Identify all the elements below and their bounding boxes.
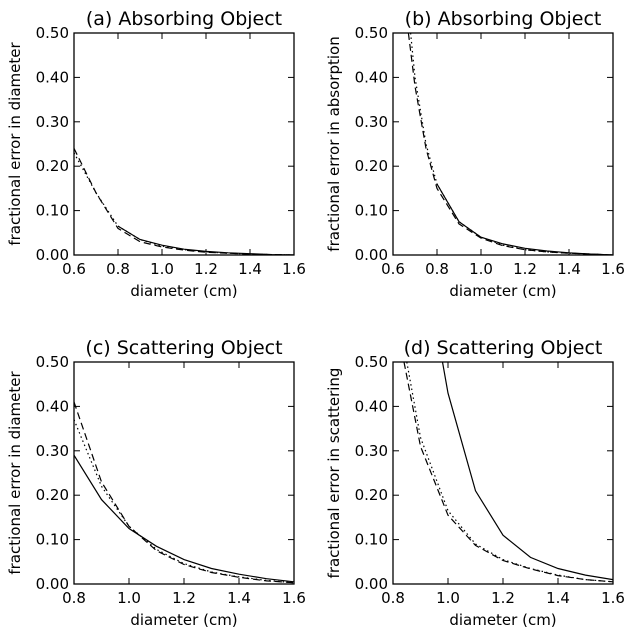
x-axis-label: diameter (cm) (449, 282, 556, 300)
y-tick-label: 0.10 (36, 531, 69, 549)
series-line-dotted (406, 362, 613, 583)
series-line-solid (74, 454, 294, 583)
x-tick-label: 1.0 (469, 260, 493, 278)
panel-title: (c) Scattering Object (85, 337, 282, 359)
y-tick-label: 0.40 (355, 397, 388, 415)
panel-3: 0.8 1.0 1.2 1.4 1.6 0.00 0.10 0.20 0.30 0.40 0.50 (… (6, 337, 306, 629)
series-line-dashed (74, 148, 294, 255)
series-line-dashed (407, 33, 613, 255)
panel-title: (b) Absorbing Object (405, 8, 602, 30)
series-line-solid (436, 183, 613, 255)
y-tick-label: 0.20 (36, 157, 69, 175)
x-tick-label: 0.8 (62, 589, 86, 607)
y-tick-label: 0.50 (36, 24, 69, 42)
y-axis-label: fractional error in scattering (325, 368, 343, 579)
y-tick-label: 0.30 (36, 113, 69, 131)
x-tick-label: 1.0 (117, 589, 141, 607)
x-axis-label: diameter (cm) (130, 282, 237, 300)
y-tick-label: 0.00 (36, 575, 69, 593)
x-axis-label: diameter (cm) (130, 611, 237, 629)
series-line-dotted (74, 152, 294, 255)
x-tick-label: 0.6 (381, 260, 405, 278)
panel-title: (d) Scattering Object (404, 337, 603, 359)
series-line-dashed (74, 401, 294, 584)
y-tick-label: 0.00 (36, 246, 69, 264)
x-tick-label: 1.2 (194, 260, 218, 278)
y-tick-label: 0.20 (36, 486, 69, 504)
y-tick-label: 0.40 (36, 68, 69, 86)
y-axis-label: fractional error in absorption (325, 36, 343, 251)
y-tick-label: 0.30 (355, 113, 388, 131)
y-tick-label: 0.50 (355, 353, 388, 371)
x-tick-label: 1.2 (513, 260, 537, 278)
x-tick-label: 0.8 (425, 260, 449, 278)
x-tick-label: 1.4 (227, 589, 251, 607)
panel-1: 0.6 0.8 1.0 1.2 1.4 1.6 0.00 0.10 0.20 0.30 0.40 0.… (6, 8, 306, 300)
series-line-dashed (403, 362, 613, 583)
x-tick-label: 1.6 (282, 589, 306, 607)
x-tick-label: 1.6 (282, 260, 306, 278)
y-tick-label: 0.40 (36, 397, 69, 415)
panel-2: 0.6 0.8 1.0 1.2 1.4 1.6 0.00 0.10 0.20 0.30 0.40 0.… (325, 8, 625, 300)
x-tick-label: 0.8 (106, 260, 130, 278)
y-tick-label: 0.00 (355, 575, 388, 593)
y-tick-label: 0.30 (355, 442, 388, 460)
series-line-dotted (74, 419, 294, 584)
x-tick-label: 1.6 (601, 260, 625, 278)
x-tick-label: 1.0 (150, 260, 174, 278)
plot-frame (73, 32, 295, 256)
panel-4: 0.8 1.0 1.2 1.4 1.6 0.00 0.10 0.20 0.30 0.40 0.50 (… (325, 337, 625, 629)
series-line-dotted (410, 33, 613, 255)
x-tick-label: 0.8 (381, 589, 405, 607)
x-tick-label: 1.0 (436, 589, 460, 607)
y-tick-label: 0.30 (36, 442, 69, 460)
x-tick-label: 1.4 (546, 589, 570, 607)
y-tick-label: 0.10 (355, 202, 388, 220)
plot-frame (73, 361, 295, 585)
x-tick-label: 1.2 (172, 589, 196, 607)
y-tick-label: 0.10 (36, 202, 69, 220)
x-tick-label: 1.6 (601, 589, 625, 607)
y-tick-label: 0.00 (355, 246, 388, 264)
y-tick-label: 0.10 (355, 531, 388, 549)
x-tick-label: 0.6 (62, 260, 86, 278)
x-axis-label: diameter (cm) (449, 611, 556, 629)
y-tick-label: 0.20 (355, 486, 388, 504)
y-axis-label: fractional error in diameter (6, 371, 24, 575)
y-tick-label: 0.50 (36, 353, 69, 371)
plot-frame (392, 32, 614, 256)
y-tick-label: 0.20 (355, 157, 388, 175)
y-axis-label: fractional error in diameter (6, 42, 24, 246)
x-tick-label: 1.2 (491, 589, 515, 607)
series-line-solid (441, 362, 613, 581)
y-tick-label: 0.40 (355, 68, 388, 86)
x-tick-label: 1.4 (238, 260, 262, 278)
plot-frame (392, 361, 614, 585)
x-tick-label: 1.4 (557, 260, 581, 278)
panel-title: (a) Absorbing Object (86, 8, 282, 30)
y-tick-label: 0.50 (355, 24, 388, 42)
